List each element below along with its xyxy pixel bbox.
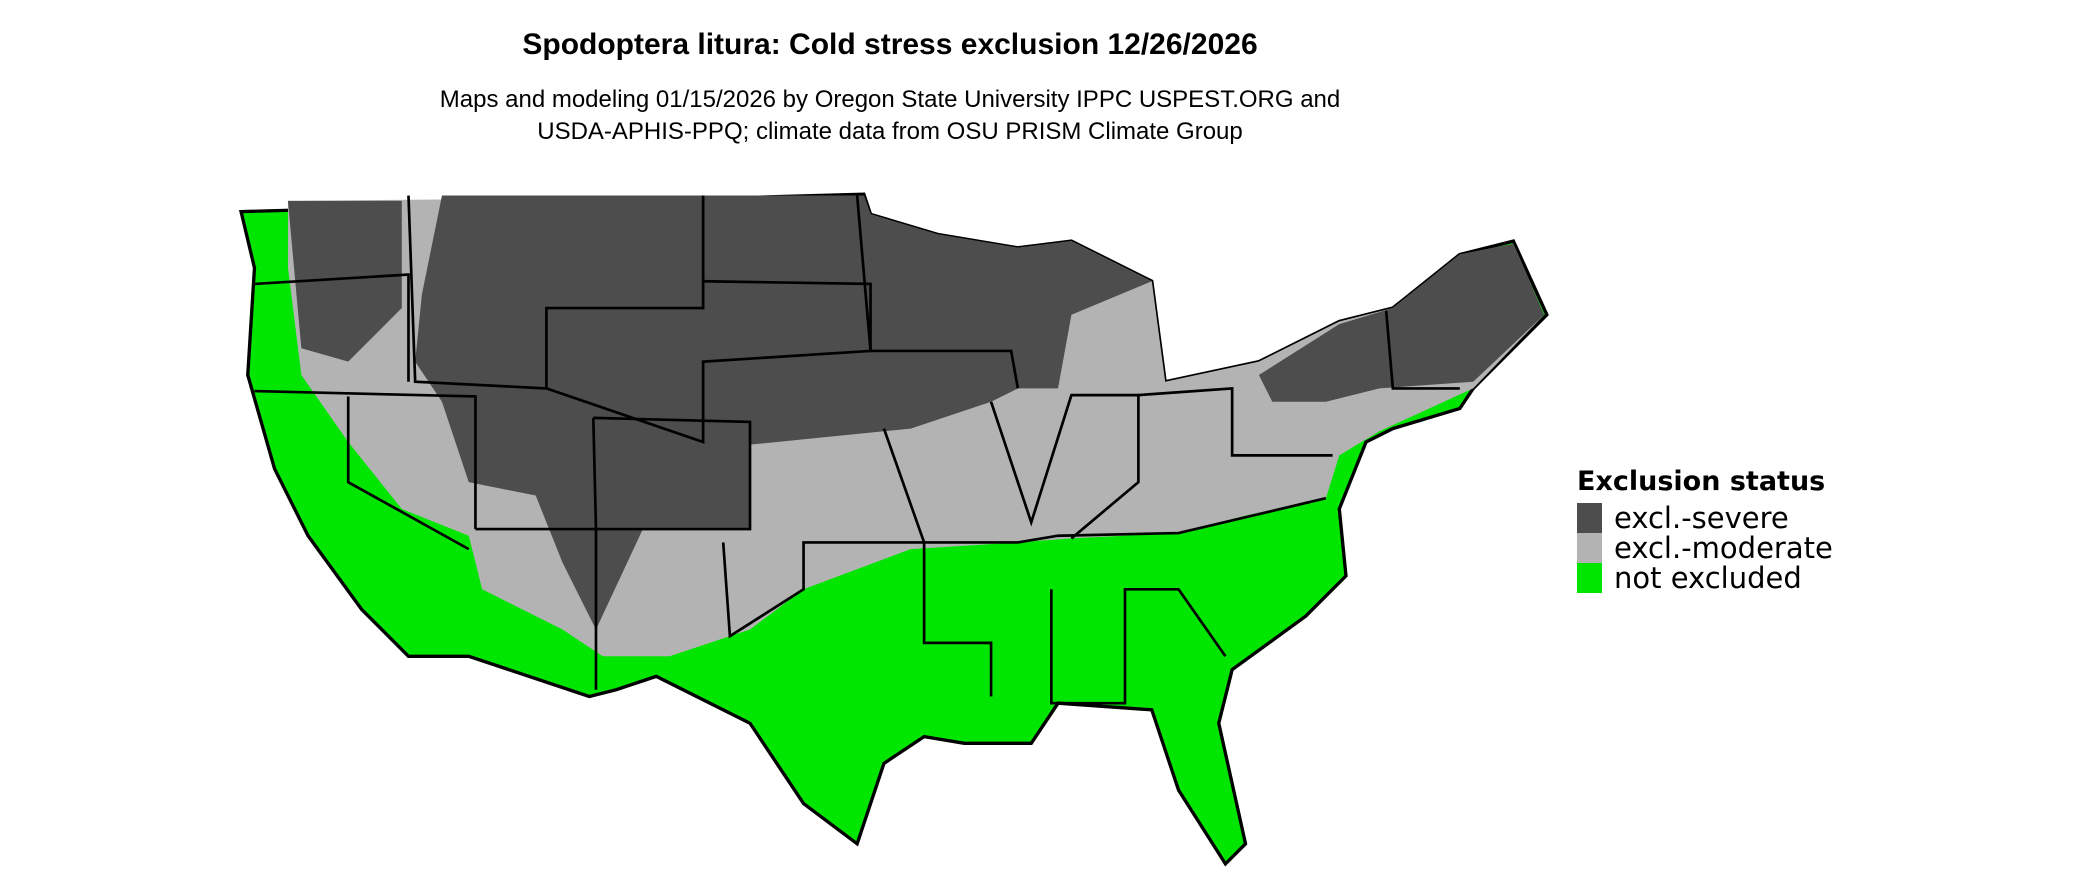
- legend-swatch: [1577, 563, 1602, 593]
- legend-item-moderate: excl.-moderate: [1577, 531, 1833, 565]
- legend-label: excl.-moderate: [1614, 531, 1833, 565]
- state-borders: [254, 195, 1460, 705]
- map-subtitle: Maps and modeling 01/15/2026 by Oregon S…: [0, 84, 1780, 148]
- region-excl-severe-northeast: [1258, 243, 1545, 402]
- subtitle-line-1: Maps and modeling 01/15/2026 by Oregon S…: [439, 86, 1341, 113]
- legend: Exclusion status excl.-severe excl.-mode…: [1577, 466, 1833, 595]
- legend-item-not-excluded: not excluded: [1577, 561, 1833, 595]
- legend-swatch: [1577, 533, 1602, 563]
- legend-swatch: [1577, 503, 1602, 533]
- region-excl-severe-west: [287, 200, 402, 362]
- legend-title: Exclusion status: [1577, 466, 1826, 497]
- legend-item-severe: excl.-severe: [1577, 501, 1833, 535]
- legend-label: not excluded: [1614, 561, 1802, 595]
- subtitle-line-2: USDA-APHIS-PPQ; climate data from OSU PR…: [537, 118, 1243, 145]
- region-excl-severe-north: [415, 195, 1152, 630]
- map-title: Spodoptera litura: Cold stress exclusion…: [522, 28, 1258, 61]
- legend-label: excl.-severe: [1614, 501, 1789, 535]
